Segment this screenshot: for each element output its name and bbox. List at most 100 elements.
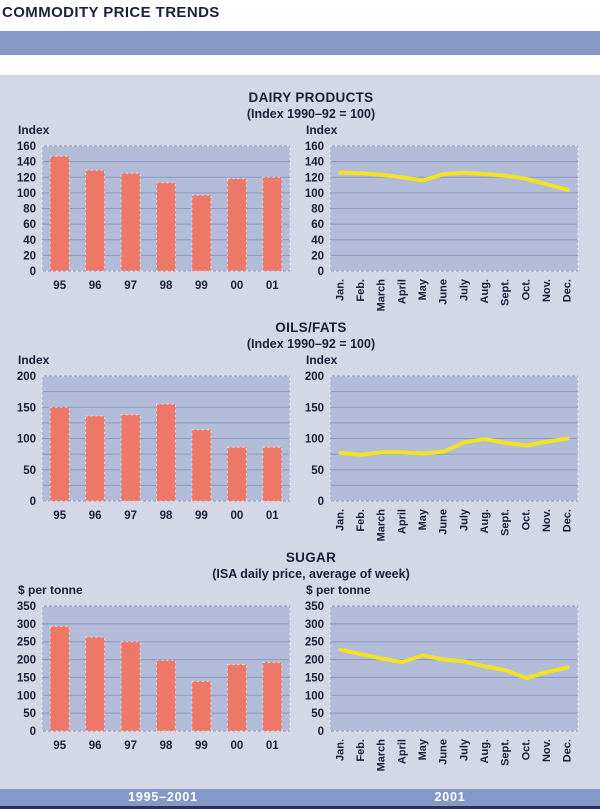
chart-subtitle: (Index 1990–92 = 100) [246, 107, 376, 122]
line-chart-dairy-products: 0 20 40 60 80 100 120 140 160 Jan. Feb. March April M… [305, 141, 579, 312]
y-axis-label-right: Index [306, 353, 338, 367]
header-band [0, 31, 600, 55]
month-label: March [376, 279, 388, 312]
y-tick-label: 200 [17, 655, 36, 667]
section-title-block: DAIRY PRODUCTS (Index 1990–92 = 100) [0, 89, 600, 122]
y-tick-label: 0 [30, 266, 36, 278]
y-tick-label: 100 [305, 690, 324, 702]
y-tick-label: 200 [305, 655, 324, 667]
y-axis-label-left: $ per tonne [18, 583, 83, 597]
x-category-label: 98 [160, 510, 173, 522]
bar-98 [156, 659, 176, 732]
y-axis-label-left: Index [18, 353, 50, 367]
month-label: Aug. [479, 279, 491, 303]
month-label: June [438, 509, 450, 535]
y-tick-label: 80 [311, 204, 324, 216]
x-category-label: 95 [53, 740, 66, 752]
month-label: July [458, 278, 470, 301]
data-line [338, 436, 570, 457]
page-title: COMMODITY PRICE TRENDS [2, 4, 220, 21]
bar-95 [49, 155, 70, 272]
charts-panel: DAIRY PRODUCTS (Index 1990–92 = 100) Index… [0, 75, 600, 789]
bar-99 [191, 680, 212, 732]
bottom-strip [0, 806, 600, 809]
bar-01 [262, 446, 283, 502]
y-tick-label: 100 [305, 434, 324, 446]
y-tick-label: 150 [305, 672, 324, 684]
month-label: March [376, 739, 388, 772]
footer-right-period-label: 2001 [434, 790, 466, 804]
footer-left-period-label: 1995–2001 [128, 790, 198, 804]
month-label: Sept. [500, 509, 512, 536]
month-label: Dec. [562, 509, 574, 532]
y-tick-label: 150 [17, 402, 36, 414]
month-label: Dec. [562, 279, 574, 302]
bar-chart-sugar: 0 50 100 150 200 250 300 350 95 96 97 98 99 00 01 [17, 601, 291, 752]
month-label: Nov. [541, 279, 553, 302]
y-tick-label: 50 [23, 708, 36, 720]
y-tick-label: 50 [311, 465, 324, 477]
y-tick-label: 250 [17, 637, 36, 649]
y-tick-label: 300 [305, 619, 324, 631]
bar-01 [262, 176, 283, 272]
x-category-label: 98 [160, 740, 173, 752]
bar-97 [120, 172, 141, 272]
y-tick-label: 40 [311, 235, 324, 247]
y-tick-label: 250 [305, 637, 324, 649]
y-tick-label: 100 [305, 188, 324, 200]
line-chart-oils-fats: 0 50 100 150 200 Jan. Feb. March April May June Jul… [305, 371, 579, 542]
month-label: July [458, 508, 470, 531]
x-category-label: 01 [266, 280, 279, 292]
plot-border [329, 145, 579, 272]
plot-border [329, 605, 579, 732]
month-label: Dec. [562, 739, 574, 762]
y-tick-label: 350 [17, 601, 36, 613]
chart-subtitle: (ISA daily price, average of week) [212, 567, 410, 582]
month-label: March [376, 509, 388, 542]
bar-96 [85, 169, 106, 272]
section-oils-fats: OILS/FATS (Index 1990–92 = 100) Index Index… [0, 319, 600, 541]
x-category-label: 01 [266, 510, 279, 522]
month-label: April [396, 509, 408, 534]
bar-00 [226, 664, 247, 732]
y-tick-label: 160 [305, 141, 324, 153]
bar-96 [85, 636, 106, 732]
bar-98 [156, 182, 176, 272]
section-title-block: SUGAR (ISA daily price, average of week) [0, 549, 600, 582]
x-category-label: 97 [124, 740, 137, 752]
section-sugar: SUGAR (ISA daily price, average of week) $… [0, 549, 600, 771]
chart-title: SUGAR [285, 550, 337, 565]
month-label: May [417, 738, 429, 760]
month-label: June [438, 279, 450, 305]
y-tick-label: 50 [23, 465, 36, 477]
bar-chart-dairy-products: 0 20 40 60 80 100 120 140 160 95 96 97 98 99 00 01 [17, 141, 291, 292]
x-category-label: 99 [195, 510, 208, 522]
y-tick-label: 80 [23, 204, 36, 216]
x-category-label: 97 [124, 280, 137, 292]
bar-96 [85, 415, 106, 502]
month-label: May [417, 278, 429, 300]
y-tick-label: 0 [30, 726, 36, 738]
x-category-label: 00 [231, 280, 244, 292]
bar-chart-oils-fats: 0 50 100 150 200 95 96 97 98 99 00 01 [17, 371, 291, 522]
month-label: Feb. [355, 279, 367, 302]
x-category-label: 95 [53, 280, 66, 292]
y-tick-label: 60 [23, 219, 36, 231]
y-tick-label: 0 [30, 496, 36, 508]
chart-title: OILS/FATS [275, 320, 347, 335]
data-line [338, 170, 570, 192]
y-tick-label: 20 [23, 250, 36, 262]
month-label: Oct. [520, 509, 532, 530]
x-category-label: 96 [89, 280, 102, 292]
line-chart-sugar: 0 50 100 150 200 250 300 350 Jan. Feb. March April M… [305, 601, 579, 772]
month-label: May [417, 508, 429, 530]
month-label: April [396, 739, 408, 764]
y-tick-label: 40 [23, 235, 36, 247]
x-category-label: 99 [195, 280, 208, 292]
month-label: Feb. [355, 509, 367, 532]
month-label: July [458, 738, 470, 761]
month-label: Nov. [541, 509, 553, 532]
x-category-label: 99 [195, 740, 208, 752]
bar-99 [191, 194, 212, 272]
chart-subtitle: (Index 1990–92 = 100) [246, 337, 376, 352]
